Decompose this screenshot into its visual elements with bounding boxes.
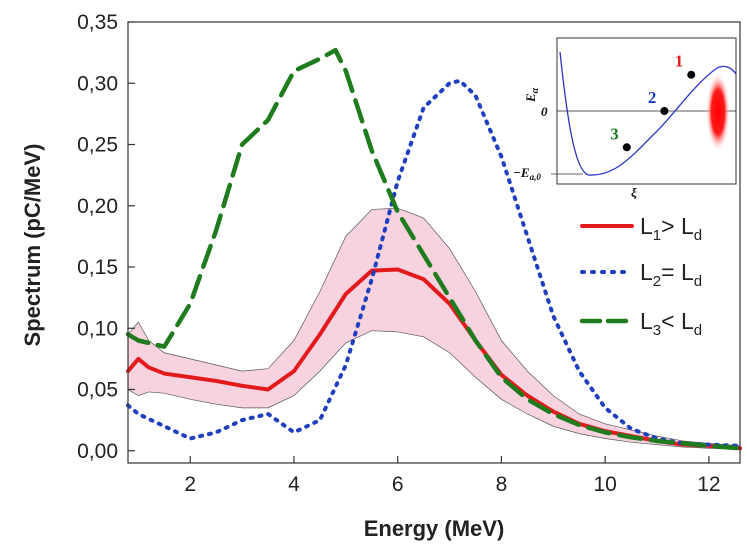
inset-y-label: Eα [523, 87, 541, 103]
x-tick-label: 2 [184, 473, 196, 496]
legend: L1> Ld L2= Ld L3< Ld [579, 213, 702, 339]
svg-text:Eα: Eα [523, 87, 541, 103]
plot-frame [127, 21, 741, 464]
y-tick-label: 0,00 [77, 440, 118, 463]
inset-x-label: ξ [631, 185, 637, 200]
inset-zero-label: 0 [541, 104, 548, 119]
x-axis-title: Energy (MeV) [364, 516, 505, 541]
inset-min-label: −Ea,0 [513, 165, 541, 182]
x-tick-label: 10 [593, 473, 616, 496]
inset-point-3 [622, 143, 631, 152]
legend-label-2: L2= Ld [640, 259, 702, 290]
legend-label-1: L1> Ld [640, 213, 702, 244]
beam-spot [706, 72, 730, 152]
y-tick-label: 0,10 [77, 317, 118, 340]
series-line-2 [126, 78, 742, 448]
y-axis-title: Spectrum (pC/MeV) [20, 144, 45, 347]
y-tick-label: 0,15 [77, 256, 118, 279]
inset-y-label-main: E [523, 93, 538, 103]
x-tick-label: 8 [496, 473, 508, 496]
inset-point-label-1: 1 [675, 52, 684, 71]
series-layer [125, 47, 743, 451]
y-tick-label: 0,05 [77, 379, 118, 402]
inset-y-label-sub: α [530, 87, 541, 93]
series-line-3 [125, 47, 743, 451]
inset-diagram: 12 3 0 Eα −Ea,0 ξ [513, 37, 737, 200]
x-tick-label: 12 [697, 473, 720, 496]
y-tick-label: 0,30 [77, 72, 118, 95]
inset-points: 12 3 [610, 52, 696, 152]
inset-point-2 [660, 107, 669, 115]
y-tick-label: 0,20 [77, 195, 118, 218]
x-tick-label: 4 [288, 473, 300, 496]
legend-label-3: L3< Ld [640, 308, 702, 339]
y-tick-label: 0,25 [77, 134, 118, 157]
tick-layer: 2 4 6 8 10 120,000,050,100,150,200,250,300,35 [77, 11, 720, 496]
inset-potential-curve [559, 51, 737, 176]
x-tick-label: 6 [392, 473, 404, 496]
inset-min-label-main: −E [513, 165, 530, 180]
inset-point-label-3: 3 [610, 124, 619, 143]
inset-point-1 [687, 70, 696, 79]
y-tick-label: 0,35 [77, 11, 118, 34]
inset-min-label-sub: a,0 [530, 172, 542, 182]
inset-point-label-2: 2 [648, 88, 657, 107]
